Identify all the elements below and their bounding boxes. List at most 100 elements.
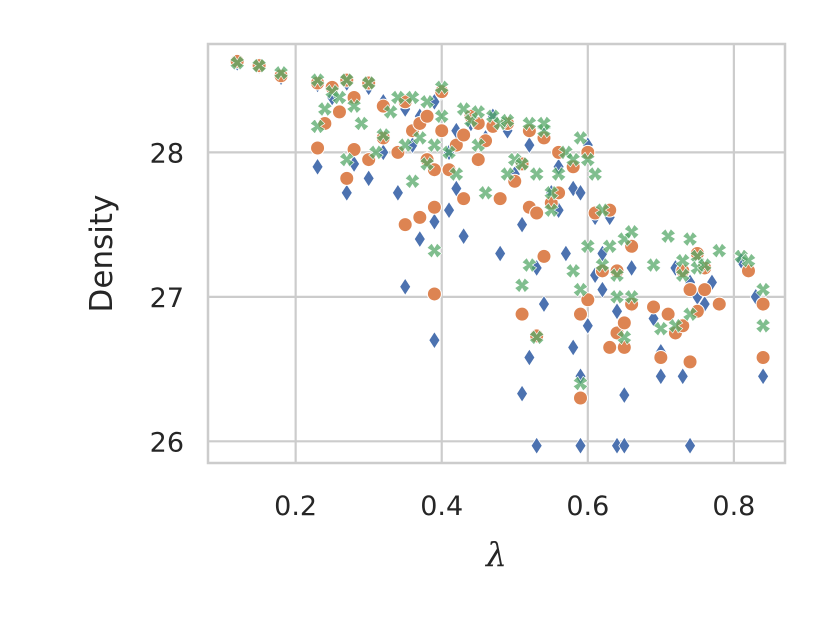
diamond-point — [676, 367, 689, 386]
x-tick-label: 0.4 — [420, 491, 463, 522]
x-point — [755, 317, 771, 334]
circle-point — [492, 191, 508, 207]
x-point — [543, 202, 560, 218]
x-point — [419, 156, 435, 172]
circle-point — [602, 339, 618, 355]
diamond-point — [757, 367, 770, 386]
x-point — [543, 185, 560, 201]
circle-point — [572, 390, 588, 406]
diamond-point — [574, 183, 587, 203]
diamond-point — [654, 367, 667, 386]
x-point — [609, 267, 625, 283]
x-tick-label: 0.2 — [274, 491, 317, 522]
x-point — [251, 57, 267, 74]
diamond-point — [596, 280, 609, 299]
x-point — [536, 115, 552, 132]
diamond-point — [516, 384, 529, 403]
x-point — [660, 228, 676, 244]
diamond-point — [537, 294, 550, 314]
diamond-point — [457, 226, 470, 246]
circle-point — [412, 209, 428, 225]
x-point — [740, 252, 757, 269]
diamond-point — [399, 277, 412, 296]
y-tick-label: 26 — [150, 427, 184, 458]
x-point — [572, 375, 589, 392]
x-point — [338, 72, 355, 88]
x-point — [667, 317, 684, 334]
x-tick-label: 0.6 — [566, 491, 609, 522]
x-point — [594, 257, 611, 273]
y-axis-label: Density — [84, 195, 120, 313]
diamond-point — [611, 302, 623, 321]
x-point — [346, 98, 362, 114]
circle-point — [616, 315, 632, 331]
x-point — [572, 130, 589, 146]
circle-point — [397, 217, 413, 233]
circle-point — [529, 205, 545, 221]
x-point — [404, 173, 421, 190]
x-point — [623, 289, 640, 305]
x-point — [499, 112, 516, 129]
y-tick-labels: 26 27 28 — [150, 138, 184, 458]
x-point — [426, 137, 443, 153]
circle-point — [339, 170, 355, 186]
diamond-point — [684, 436, 697, 455]
circle-point — [646, 299, 662, 315]
x-point — [711, 242, 728, 259]
diamond-point — [567, 179, 580, 198]
diamond-point — [523, 135, 536, 155]
x-point — [412, 130, 428, 146]
circle-point — [660, 306, 676, 322]
x-point — [580, 151, 596, 168]
x-point — [594, 202, 611, 218]
circle-point — [426, 199, 442, 215]
x-point — [645, 257, 662, 273]
diamond-point — [391, 183, 404, 203]
diamond-point — [523, 348, 536, 367]
x-point — [404, 89, 421, 106]
x-point — [331, 89, 348, 106]
diamond-point — [443, 200, 456, 220]
diamond-point — [618, 436, 631, 455]
x-point — [338, 151, 355, 168]
x-point — [433, 79, 450, 96]
diamond-point — [428, 212, 441, 231]
circle-point — [536, 248, 552, 264]
circle-point — [419, 108, 435, 124]
x-point — [419, 94, 435, 110]
x-point — [572, 281, 589, 298]
x-point — [273, 65, 289, 81]
x-point — [470, 137, 487, 153]
y-tick-label: 27 — [150, 283, 184, 314]
x-point — [455, 101, 472, 117]
x-point — [674, 267, 691, 283]
diamond-point — [362, 169, 375, 188]
circle-point — [682, 354, 698, 370]
x-tick-label: 0.8 — [712, 491, 755, 522]
x-point — [309, 72, 326, 88]
circle-point — [426, 286, 442, 302]
x-point — [674, 252, 691, 269]
x-point — [623, 224, 640, 240]
diamond-point — [574, 436, 587, 455]
x-point — [368, 144, 384, 161]
x-point — [514, 277, 530, 294]
circle-point — [456, 191, 472, 207]
circle-point — [711, 296, 727, 312]
circle-point — [456, 127, 472, 143]
x-point — [587, 166, 603, 182]
x-point — [528, 166, 545, 182]
circle-point — [331, 104, 347, 120]
x-point — [309, 118, 326, 135]
circle-point — [653, 350, 669, 366]
diamond-point — [581, 316, 594, 335]
diamond-point — [647, 309, 660, 328]
x-tick-labels: 0.2 0.4 0.6 0.8 — [274, 491, 755, 522]
x-axis-label: λ — [484, 535, 507, 574]
x-point — [550, 166, 567, 182]
x-point — [448, 166, 465, 182]
x-point — [696, 257, 713, 273]
x-point — [360, 75, 377, 91]
x-point — [682, 306, 698, 322]
